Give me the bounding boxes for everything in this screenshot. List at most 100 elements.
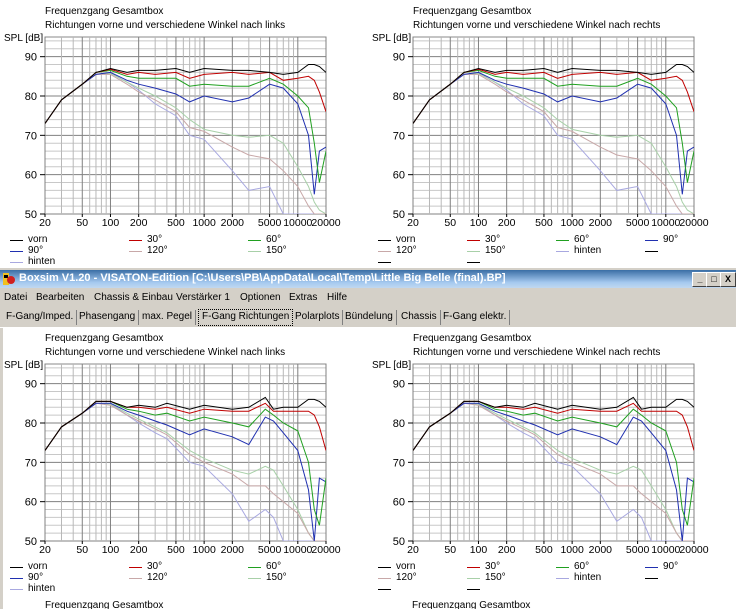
x-tick-label: 5000 <box>258 544 282 556</box>
legend-swatch <box>378 251 391 252</box>
legend-label: vorn <box>396 561 416 572</box>
y-tick-label: 80 <box>393 418 405 430</box>
tab-f-gang-richtungen[interactable]: F-Gang Richtungen <box>198 309 294 326</box>
x-tick-label: 2000 <box>589 217 613 229</box>
legend-swatch <box>467 240 480 241</box>
tab-f-gang-elektr[interactable]: F-Gang elektr. <box>440 310 511 325</box>
menu-verstaerker[interactable]: Verstärker 1 <box>176 292 230 303</box>
chart-subtitle: Richtungen vorne und verschiedene Winkel… <box>45 20 286 31</box>
legend-label: hinten <box>574 245 602 256</box>
legend-label: hinten <box>28 256 56 267</box>
legend-label: 90° <box>663 234 679 245</box>
legend-label: 150° <box>266 245 287 256</box>
tab-f-gang-imped[interactable]: F-Gang/Imped. <box>3 310 78 325</box>
y-axis-label: SPL [dB] <box>372 33 412 44</box>
legend-swatch <box>556 567 569 568</box>
tab-phasengang[interactable]: Phasengang <box>76 310 140 325</box>
series-line-vorn <box>45 64 326 124</box>
chart-title: Frequenzgang Gesamtbox <box>413 6 532 17</box>
menu-hilfe[interactable]: Hilfe <box>327 292 348 303</box>
tab-max-pegel[interactable]: max. Pegel <box>139 310 197 325</box>
y-tick-label: 60 <box>25 170 37 182</box>
close-button[interactable]: X <box>720 272 736 287</box>
legend-swatch <box>10 567 23 568</box>
legend-label: vorn <box>396 234 416 245</box>
x-tick-label: 2000 <box>221 217 245 229</box>
legend-label: 120° <box>147 245 168 256</box>
x-tick-label: 50 <box>76 544 88 556</box>
x-tick-label: 20 <box>39 217 51 229</box>
legend-swatch <box>378 589 391 590</box>
legend-swatch <box>378 262 391 263</box>
legend-swatch <box>467 578 480 579</box>
x-tick-label: 200 <box>498 544 516 556</box>
y-tick-label: 80 <box>25 91 37 103</box>
x-tick-label: 50 <box>444 544 456 556</box>
x-tick-label: 20 <box>39 544 51 556</box>
legend-swatch <box>378 567 391 568</box>
legend-swatch <box>248 240 261 241</box>
x-tick-label: 100 <box>470 217 488 229</box>
menu-extras[interactable]: Extras <box>289 292 318 303</box>
series-line-vorn <box>413 396 694 451</box>
x-tick-label: 5000 <box>258 217 282 229</box>
legend-label: 120° <box>147 572 168 583</box>
legend-swatch <box>467 589 480 590</box>
legend-label: 60° <box>574 234 590 245</box>
x-tick-label: 1000 <box>192 217 216 229</box>
chart-title-partial-left: Frequenzgang Gesamtbox <box>45 600 164 609</box>
legend-label: 60° <box>266 561 282 572</box>
menu-bearbeiten[interactable]: Bearbeiten <box>36 292 85 303</box>
legend-label: 150° <box>485 572 506 583</box>
legend-label: 90° <box>28 572 44 583</box>
x-tick-label: 50 <box>76 217 88 229</box>
legend-label: vorn <box>28 561 48 572</box>
plot-frame <box>44 363 327 542</box>
legend-label: 30° <box>485 561 501 572</box>
x-tick-label: 2000 <box>221 544 245 556</box>
menu-datei[interactable]: Datei <box>4 292 28 303</box>
tab-buendelung[interactable]: Bündelung <box>342 310 397 325</box>
y-tick-label: 50 <box>25 536 37 548</box>
x-tick-label: 200 <box>130 217 148 229</box>
chart-title-partial-right: Frequenzgang Gesamtbox <box>412 600 531 609</box>
y-axis-label: SPL [dB] <box>372 360 412 371</box>
legend-swatch <box>248 567 261 568</box>
plot-frame <box>412 363 695 542</box>
menu-chassis-einbau[interactable]: Chassis & Einbau <box>94 292 173 303</box>
legend-swatch <box>10 240 23 241</box>
tab-chassis[interactable]: Chassis <box>398 310 441 325</box>
legend-swatch <box>645 251 658 252</box>
legend-swatch <box>556 578 569 579</box>
plot-frame <box>412 36 695 215</box>
legend-swatch <box>10 262 23 263</box>
y-tick-label: 50 <box>25 209 37 221</box>
x-tick-label: 5000 <box>626 217 650 229</box>
x-tick-label: 10000 <box>651 217 680 229</box>
window-title-bar[interactable]: Boxsim V1.20 - VISATON-Edition [C:\Users… <box>0 270 736 288</box>
x-tick-label: 10000 <box>283 217 312 229</box>
legend-label: 30° <box>147 234 163 245</box>
y-tick-label: 60 <box>393 497 405 509</box>
y-tick-label: 70 <box>393 457 405 469</box>
chart-upper-right: Frequenzgang Gesamtbox Richtungen vorne u… <box>368 0 736 268</box>
x-tick-label: 2000 <box>589 544 613 556</box>
tab-polarplots[interactable]: Polarplots <box>292 310 344 325</box>
legend-swatch <box>10 578 23 579</box>
x-tick-label: 20000 <box>311 217 340 229</box>
chart-title: Frequenzgang Gesamtbox <box>45 6 164 17</box>
legend-swatch <box>129 251 142 252</box>
legend-swatch <box>378 578 391 579</box>
menu-optionen[interactable]: Optionen <box>240 292 281 303</box>
x-tick-label: 1000 <box>192 544 216 556</box>
x-tick-label: 20000 <box>679 544 708 556</box>
legend-label: 90° <box>663 561 679 572</box>
legend-swatch <box>467 567 480 568</box>
chart-subtitle: Richtungen vorne und verschiedene Winkel… <box>413 20 661 31</box>
y-tick-label: 60 <box>25 497 37 509</box>
legend-swatch <box>129 240 142 241</box>
x-tick-label: 200 <box>130 544 148 556</box>
y-tick-label: 50 <box>393 209 405 221</box>
